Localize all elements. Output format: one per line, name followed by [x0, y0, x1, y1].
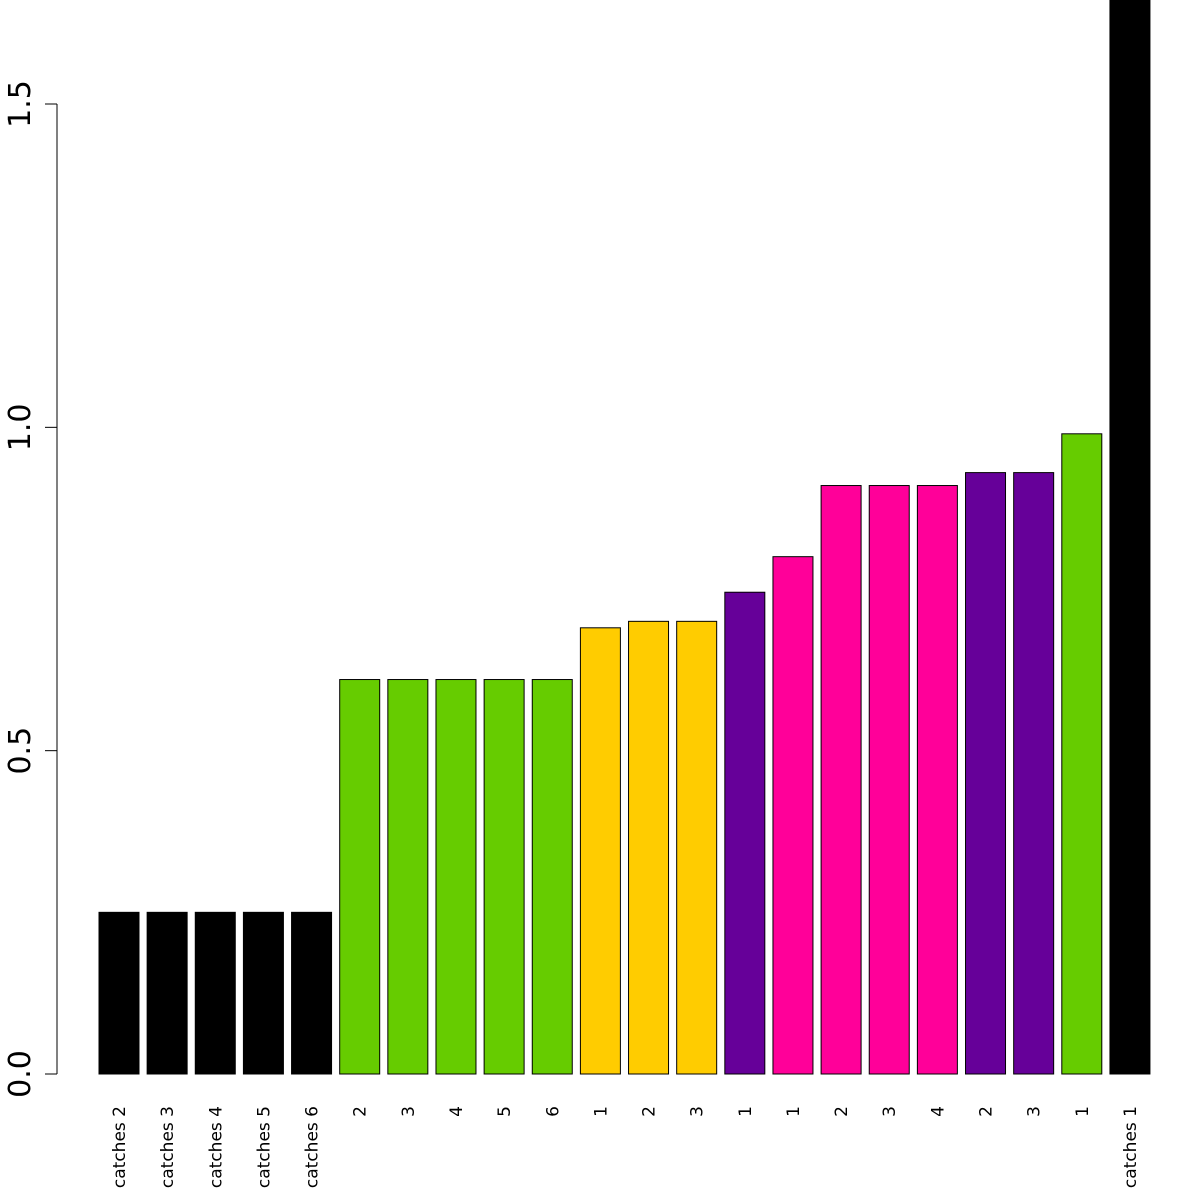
y-tick-label: 0.5	[3, 727, 38, 775]
x-tick-label: 1	[736, 1106, 756, 1117]
x-tick-label: 3	[1025, 1106, 1045, 1117]
bars	[98, 0, 1151, 1075]
bar	[965, 472, 1007, 1075]
bar	[1061, 433, 1103, 1075]
x-tick-label: catches 6	[303, 1106, 323, 1188]
x-tick-label: catches 4	[206, 1106, 226, 1188]
x-tick-label: 1	[784, 1106, 804, 1117]
x-tick-label: catches 1	[1121, 1106, 1141, 1188]
x-tick-label: 3	[399, 1106, 419, 1117]
x-tick-label: 1	[1073, 1106, 1093, 1117]
bar	[772, 556, 814, 1075]
x-axis-labels: catches 2 catches 3 catches 4 catches 5 catc…	[110, 1106, 1141, 1188]
bar	[194, 911, 236, 1075]
bar	[242, 911, 284, 1075]
bar	[291, 911, 333, 1075]
y-tick-label: 1.5	[3, 80, 38, 128]
x-tick-label: 3	[688, 1106, 708, 1117]
bar	[1109, 0, 1151, 1075]
x-tick-label: catches 3	[158, 1106, 178, 1188]
bar	[916, 485, 958, 1075]
x-tick-label: catches 5	[254, 1106, 274, 1188]
bar	[724, 591, 766, 1075]
x-tick-label: 2	[640, 1106, 660, 1117]
bar	[628, 620, 670, 1075]
bar	[483, 679, 525, 1075]
bar	[676, 620, 718, 1075]
bar	[531, 679, 573, 1075]
x-tick-label: 1	[591, 1106, 611, 1117]
bar	[820, 485, 862, 1075]
x-tick-label: 4	[447, 1106, 467, 1117]
x-tick-label: 5	[495, 1106, 515, 1117]
x-tick-label: 2	[977, 1106, 997, 1117]
bar	[579, 627, 621, 1075]
bar	[868, 485, 910, 1075]
x-tick-label: 3	[880, 1106, 900, 1117]
x-tick-label: 2	[832, 1106, 852, 1117]
y-axis: 0.0 0.5 1.0 1.5	[3, 80, 58, 1098]
bar	[146, 911, 188, 1075]
bar	[435, 679, 477, 1075]
y-tick-label: 0.0	[3, 1050, 38, 1098]
x-tick-label: catches 2	[110, 1106, 130, 1188]
bar	[339, 679, 381, 1075]
x-tick-label: 2	[351, 1106, 371, 1117]
bar	[1013, 472, 1055, 1075]
bar	[98, 911, 140, 1075]
y-tick-label: 1.0	[3, 403, 38, 451]
x-tick-label: 6	[543, 1106, 563, 1117]
x-tick-label: 4	[928, 1106, 948, 1117]
bar	[387, 679, 429, 1075]
